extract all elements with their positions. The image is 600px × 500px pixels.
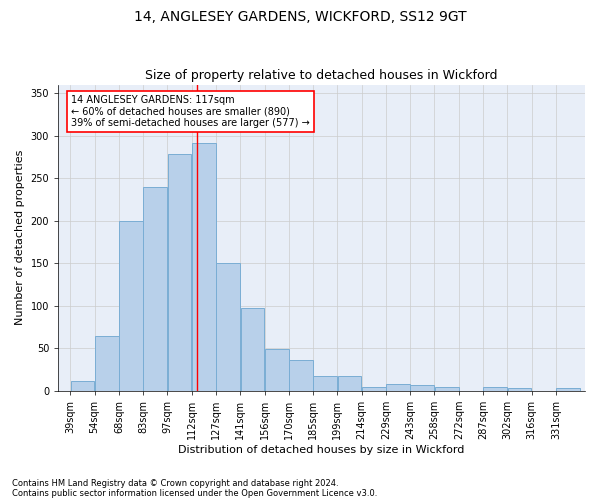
Bar	[241, 308, 265, 391]
Text: 14 ANGLESEY GARDENS: 117sqm
← 60% of detached houses are smaller (890)
39% of se: 14 ANGLESEY GARDENS: 117sqm ← 60% of det…	[71, 95, 310, 128]
Y-axis label: Number of detached properties: Number of detached properties	[15, 150, 25, 326]
Bar	[265, 349, 289, 391]
Bar	[95, 336, 119, 391]
X-axis label: Distribution of detached houses by size in Wickford: Distribution of detached houses by size …	[178, 445, 465, 455]
Bar	[362, 386, 386, 391]
Bar	[435, 386, 458, 391]
Bar	[410, 385, 434, 391]
Bar	[216, 264, 240, 391]
Bar	[289, 360, 313, 391]
Bar	[167, 154, 191, 391]
Bar	[483, 386, 507, 391]
Bar	[71, 380, 94, 391]
Bar	[508, 388, 532, 391]
Bar	[313, 376, 337, 391]
Bar	[143, 186, 167, 391]
Text: Contains public sector information licensed under the Open Government Licence v3: Contains public sector information licen…	[12, 488, 377, 498]
Bar	[338, 376, 361, 391]
Bar	[556, 388, 580, 391]
Bar	[386, 384, 410, 391]
Title: Size of property relative to detached houses in Wickford: Size of property relative to detached ho…	[145, 69, 498, 82]
Text: 14, ANGLESEY GARDENS, WICKFORD, SS12 9GT: 14, ANGLESEY GARDENS, WICKFORD, SS12 9GT	[134, 10, 466, 24]
Bar	[119, 220, 143, 391]
Bar	[192, 144, 216, 391]
Text: Contains HM Land Registry data © Crown copyright and database right 2024.: Contains HM Land Registry data © Crown c…	[12, 478, 338, 488]
